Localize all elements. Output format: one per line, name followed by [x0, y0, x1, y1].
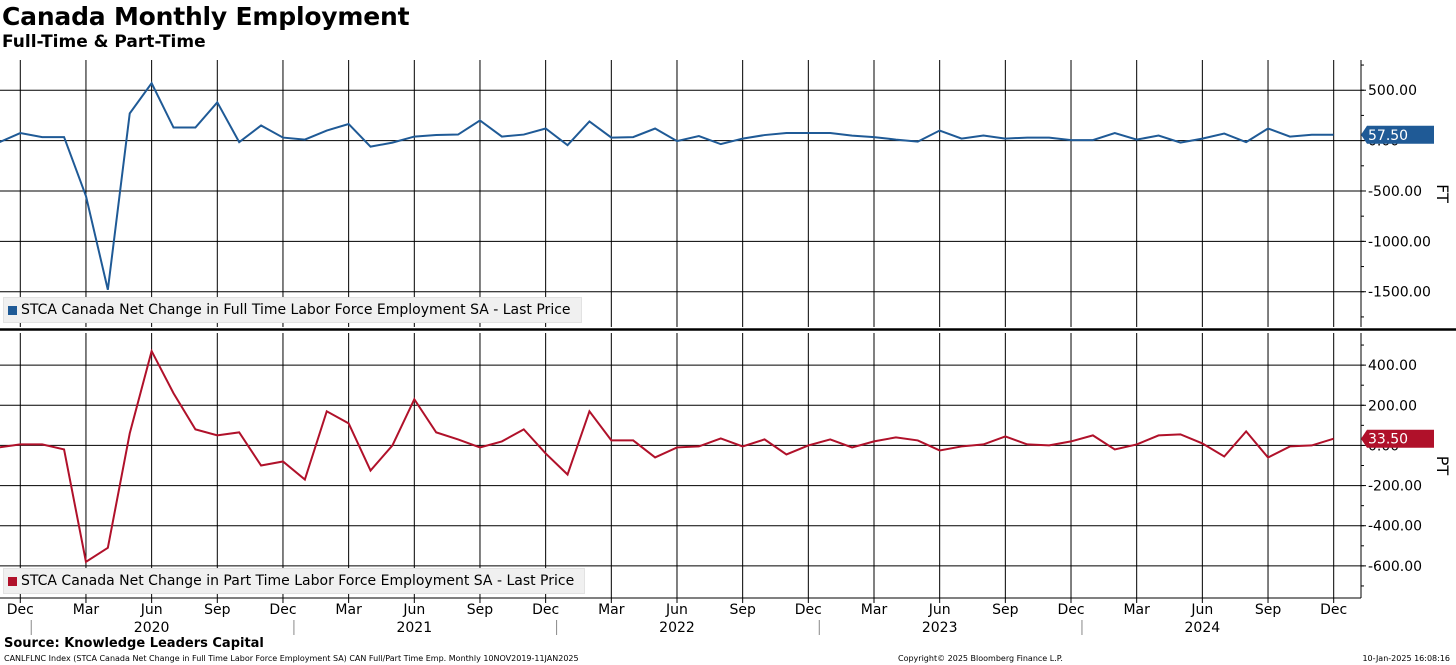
- series-line-pt: [0, 348, 1334, 564]
- xtick-label-8: Dec: [532, 602, 559, 618]
- copyright: Copyright© 2025 Bloomberg Finance L.P.: [898, 654, 1063, 663]
- xtick-label-5: Mar: [335, 602, 362, 618]
- index-info: CANLFLNC Index (STCA Canada Net Change i…: [4, 654, 579, 663]
- xtick-label-7: Sep: [467, 602, 494, 618]
- xtick-label-15: Sep: [992, 602, 1019, 618]
- xtick-label-10: Jun: [665, 602, 688, 618]
- chart-canvas: 500.000.00-500.00-1000.00-1500.00FT57.50…: [0, 60, 1456, 635]
- axis-label-ft: FT: [1433, 184, 1452, 203]
- timestamp: 10-Jan-2025 16:08:16: [1362, 654, 1450, 663]
- axis-label-pt: PT: [1433, 456, 1452, 476]
- xtick-label-12: Dec: [795, 602, 822, 618]
- legend-full-time: STCA Canada Net Change in Full Time Labo…: [3, 297, 582, 323]
- legend-label-part-time: STCA Canada Net Change in Part Time Labo…: [21, 573, 575, 589]
- legend-swatch-full-time: [8, 305, 17, 315]
- year-label-0: 2020: [134, 620, 170, 635]
- ytick-label-pt-4: -400.00: [1368, 519, 1422, 535]
- xtick-label-14: Jun: [928, 602, 951, 618]
- xtick-label-3: Sep: [204, 602, 231, 618]
- xtick-label-18: Jun: [1190, 602, 1213, 618]
- last-value-tag-pt: [1361, 429, 1434, 448]
- legend-swatch-part-time: [8, 576, 17, 586]
- ytick-label-ft-4: -1500.00: [1368, 285, 1431, 301]
- year-label-2: 2022: [659, 620, 695, 635]
- xtick-label-6: Jun: [402, 602, 425, 618]
- ytick-label-ft-2: -500.00: [1368, 184, 1422, 200]
- legend-label-full-time: STCA Canada Net Change in Full Time Labo…: [21, 302, 571, 318]
- xtick-label-19: Sep: [1255, 602, 1282, 618]
- ytick-label-ft-3: -1000.00: [1368, 234, 1431, 250]
- year-label-3: 2023: [922, 620, 958, 635]
- source-note: Source: Knowledge Leaders Capital: [4, 636, 264, 651]
- xtick-label-11: Sep: [729, 602, 756, 618]
- xtick-label-0: Dec: [7, 602, 34, 618]
- chart-subtitle: Full-Time & Part-Time: [2, 32, 206, 52]
- xtick-label-13: Mar: [861, 602, 888, 618]
- legend-part-time: STCA Canada Net Change in Part Time Labo…: [3, 568, 586, 594]
- xtick-label-16: Dec: [1057, 602, 1084, 618]
- ytick-label-pt-5: -600.00: [1368, 559, 1422, 575]
- series-line-ft: [0, 81, 1334, 290]
- ytick-label-pt-0: 400.00: [1368, 358, 1417, 374]
- xtick-label-9: Mar: [598, 602, 625, 618]
- xtick-label-2: Jun: [140, 602, 163, 618]
- last-value-label-pt: 33.50: [1368, 432, 1408, 448]
- xtick-label-1: Mar: [73, 602, 100, 618]
- xtick-label-4: Dec: [269, 602, 296, 618]
- xtick-label-17: Mar: [1123, 602, 1150, 618]
- year-label-4: 2024: [1185, 620, 1221, 635]
- last-value-tag-ft: [1361, 125, 1434, 144]
- ytick-label-ft-0: 500.00: [1368, 83, 1417, 99]
- ytick-label-pt-3: -200.00: [1368, 479, 1422, 495]
- xtick-label-20: Dec: [1320, 602, 1347, 618]
- chart-title: Canada Monthly Employment: [2, 2, 410, 31]
- year-label-1: 2021: [396, 620, 432, 635]
- last-value-label-ft: 57.50: [1368, 128, 1408, 144]
- ytick-label-pt-1: 200.00: [1368, 398, 1417, 414]
